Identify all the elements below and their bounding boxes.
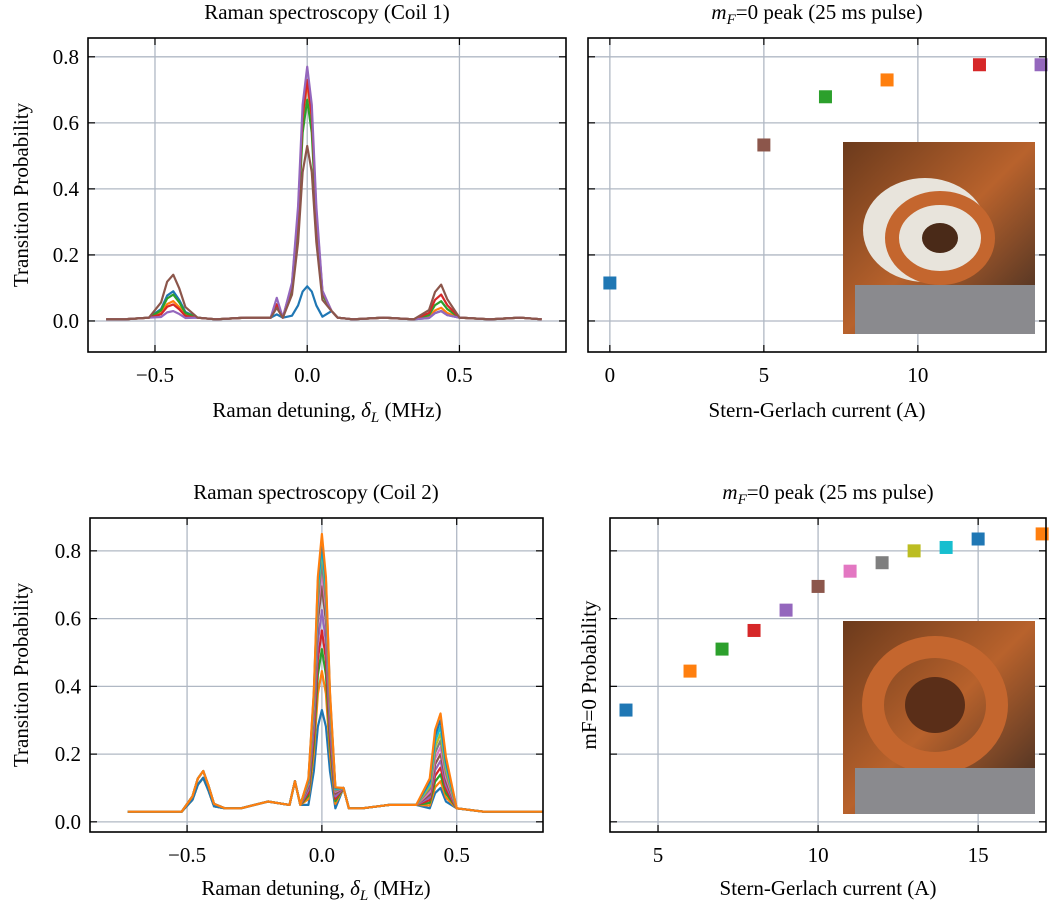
x-tick-label: 0.0 <box>309 843 335 867</box>
x-tick-label: 0.0 <box>294 363 320 387</box>
label-part: δ <box>350 876 361 900</box>
y-tick-label: 0.4 <box>53 177 80 201</box>
series-line <box>106 82 542 321</box>
x-tick-label: 5 <box>759 363 770 387</box>
axes-frame <box>89 517 544 833</box>
chart-title: Raman spectroscopy (Coil 2) <box>193 480 439 504</box>
series-line <box>106 98 542 321</box>
y-tick-label: 0.0 <box>53 309 79 333</box>
chart-title: mF=0 peak (25 ms pulse) <box>722 480 933 508</box>
y-tick-label: 0.4 <box>55 674 82 698</box>
marker <box>972 58 986 72</box>
x-axis-label: Raman detuning, δL (MHz) <box>201 876 430 904</box>
label-part: (MHz) <box>368 876 430 900</box>
x-tick-label: 0.5 <box>444 843 470 867</box>
x-tick-label: 10 <box>808 843 829 867</box>
title-part: =0 peak (25 ms pulse) <box>747 480 934 504</box>
marker <box>603 276 617 290</box>
y-tick-label: 0.2 <box>55 742 81 766</box>
marker <box>880 73 894 87</box>
label-part: (MHz) <box>379 398 441 422</box>
x-tick-label: −0.5 <box>168 843 206 867</box>
x-tick-label: −0.5 <box>136 363 174 387</box>
axes-frame <box>87 37 567 353</box>
axes-frame <box>587 37 1047 353</box>
chart-title: Raman spectroscopy (Coil 1) <box>204 0 450 24</box>
series-line <box>106 144 542 321</box>
x-axis-label: Raman detuning, δL (MHz) <box>212 398 441 426</box>
marker <box>843 564 857 578</box>
x-axis-label: Stern-Gerlach current (A) <box>709 398 926 422</box>
title-part: F <box>737 492 748 508</box>
inset-photo <box>843 142 1035 334</box>
marker <box>971 532 985 546</box>
x-tick-label: 15 <box>968 843 989 867</box>
marker <box>818 90 832 104</box>
y-tick-label: 0.2 <box>53 243 79 267</box>
x-tick-label: 0.5 <box>446 363 472 387</box>
label-part: Raman detuning, <box>201 876 350 900</box>
title-part: m <box>711 0 726 24</box>
x-tick-label: 0 <box>605 363 616 387</box>
marker <box>619 703 633 717</box>
marker <box>811 579 825 593</box>
marker <box>907 544 921 558</box>
y-axis-label: mF=0 Probability <box>577 600 601 749</box>
label-part: L <box>359 888 368 904</box>
axes-frame <box>609 517 1047 833</box>
marker <box>757 138 771 152</box>
data-layer: −0.5 0.0 0.5 0.0 0.2 0.4 0.6 0.8 0 5 10 −0.5 0.0 0.5 0… <box>53 37 1049 867</box>
x-tick-label: 5 <box>653 843 664 867</box>
title-part: F <box>726 12 737 28</box>
chart-title: mF=0 peak (25 ms pulse) <box>711 0 922 28</box>
marker <box>875 556 889 570</box>
marker <box>939 540 953 554</box>
series-line <box>127 532 543 813</box>
y-tick-label: 0.0 <box>55 810 81 834</box>
title-part: m <box>722 480 737 504</box>
x-tick-label: 10 <box>907 363 928 387</box>
marker <box>715 642 729 656</box>
series-line <box>106 78 542 321</box>
y-tick-label: 0.6 <box>55 607 81 631</box>
marker <box>1034 58 1048 72</box>
line-group <box>106 65 542 321</box>
y-axis-label: Transition Probability <box>9 582 33 767</box>
y-tick-label: 0.6 <box>53 111 79 135</box>
line-group <box>127 532 543 813</box>
y-axis-label: Transition Probability <box>9 102 33 287</box>
label-part: Raman detuning, <box>212 398 361 422</box>
inset-photo <box>843 621 1035 814</box>
label-part: L <box>370 410 379 426</box>
marker <box>747 623 761 637</box>
x-axis-label: Stern-Gerlach current (A) <box>720 876 937 900</box>
marker <box>779 603 793 617</box>
series-line <box>106 65 542 321</box>
y-tick-label: 0.8 <box>53 45 79 69</box>
marker <box>683 664 697 678</box>
y-tick-label: 0.8 <box>55 539 81 563</box>
label-part: δ <box>361 398 372 422</box>
title-part: =0 peak (25 ms pulse) <box>736 0 923 24</box>
